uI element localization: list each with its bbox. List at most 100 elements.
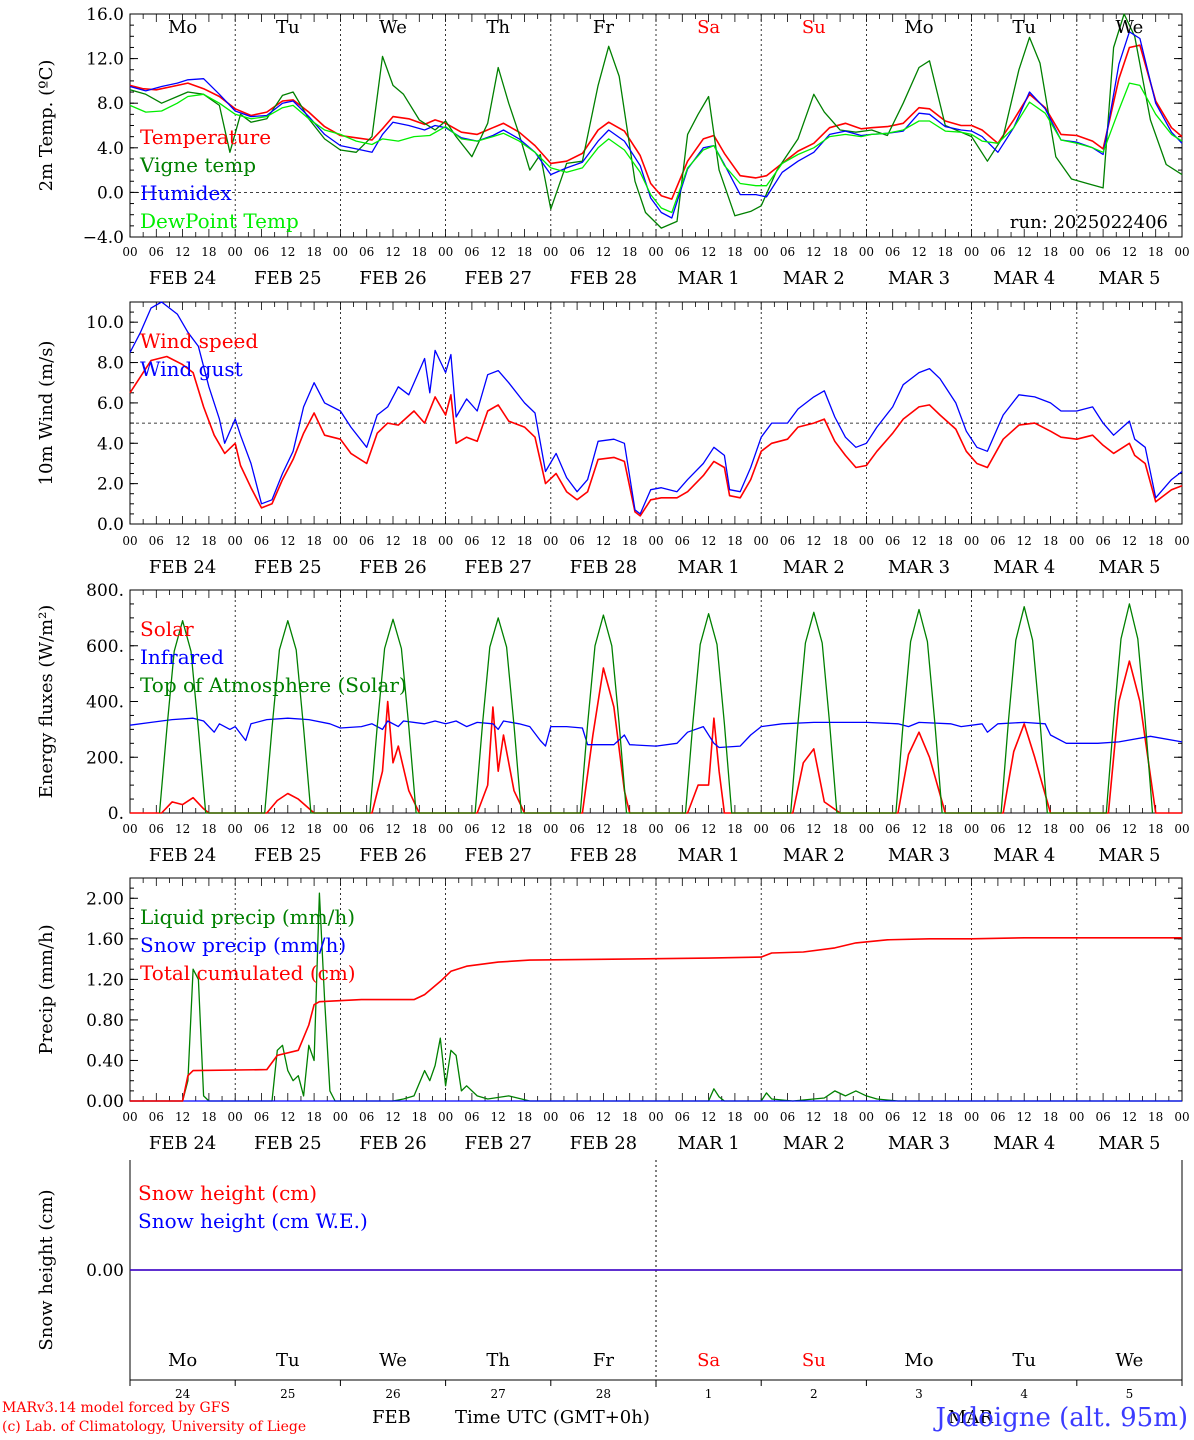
hour-tick-label: 12 bbox=[596, 822, 611, 836]
legend-entry: Top of Atmosphere (Solar) bbox=[140, 673, 407, 697]
hour-tick-label: 12 bbox=[385, 822, 400, 836]
date-number: 4 bbox=[1020, 1387, 1028, 1401]
legend-entry: Solar bbox=[140, 617, 194, 641]
day-name: Th bbox=[486, 17, 510, 38]
hour-tick-label: 12 bbox=[491, 534, 506, 548]
date-label: FEB 26 bbox=[359, 557, 426, 578]
hour-tick-label: 06 bbox=[885, 534, 900, 548]
hour-tick-label: 00 bbox=[333, 245, 348, 259]
legend-entry: Total cumulated (cm) bbox=[140, 961, 356, 985]
panel-3: 00 06 12 18 00 06 12 18 00 06 12 18 00 06 12 18 00 06 12 18… bbox=[36, 581, 1190, 866]
date-label: FEB 27 bbox=[464, 268, 531, 289]
y-tick-label: 400. bbox=[86, 693, 124, 713]
hour-tick-label: 06 bbox=[990, 534, 1005, 548]
date-label: MAR 1 bbox=[678, 845, 740, 866]
date-number: 28 bbox=[596, 1387, 611, 1401]
date-label: MAR 4 bbox=[993, 845, 1055, 866]
series-line-dewpoint-temp bbox=[129, 82, 1183, 214]
hour-tick-label: 12 bbox=[806, 1110, 821, 1124]
legend-entry: Snow height (cm W.E.) bbox=[138, 1209, 368, 1233]
hour-tick-label: 12 bbox=[596, 1110, 611, 1124]
hour-tick-label: 06 bbox=[885, 822, 900, 836]
day-name: Fr bbox=[593, 1350, 614, 1371]
date-label: MAR 3 bbox=[888, 1133, 950, 1154]
hour-tick-label: 06 bbox=[254, 822, 269, 836]
y-tick-label: 2.0 bbox=[97, 475, 124, 495]
hour-tick-label: 00 bbox=[333, 1110, 348, 1124]
time-axis-label: Time UTC (GMT+0h) bbox=[455, 1407, 650, 1428]
hour-tick-label: 18 bbox=[938, 245, 953, 259]
series-line-top-of-atmosphere-solar- bbox=[158, 603, 1154, 814]
date-label: MAR 5 bbox=[1098, 845, 1160, 866]
hour-tick-label: 06 bbox=[780, 534, 795, 548]
hour-tick-label: 00 bbox=[543, 1110, 558, 1124]
hour-tick-label: 12 bbox=[1122, 822, 1137, 836]
hour-tick-label: 00 bbox=[754, 822, 769, 836]
hour-tick-label: 00 bbox=[122, 822, 137, 836]
legend-entry: Temperature bbox=[140, 125, 271, 149]
hour-tick-label: 00 bbox=[964, 245, 979, 259]
hour-tick-label: 00 bbox=[648, 245, 663, 259]
y-tick-label: 0.00 bbox=[86, 1092, 124, 1112]
y-tick-label: 0.0 bbox=[97, 515, 124, 535]
legend-entry: Liquid precip (mm/h) bbox=[140, 905, 355, 929]
hour-tick-label: 12 bbox=[1122, 245, 1137, 259]
date-label: FEB 27 bbox=[464, 1133, 531, 1154]
hour-tick-label: 12 bbox=[1017, 1110, 1032, 1124]
hour-tick-label: 06 bbox=[569, 245, 584, 259]
date-label: FEB 25 bbox=[254, 845, 321, 866]
legend-entry: Humidex bbox=[140, 181, 232, 205]
hour-tick-label: 06 bbox=[675, 1110, 690, 1124]
month-label: FEB bbox=[372, 1407, 411, 1428]
date-label: MAR 3 bbox=[888, 268, 950, 289]
y-axis-label: 2m Temp. (ºC) bbox=[36, 60, 57, 192]
hour-tick-label: 06 bbox=[780, 1110, 795, 1124]
panel-5: 0.00 Snow height (cm) Snow height (cm) Snow… bbox=[36, 1160, 1183, 1401]
hour-tick-label: 12 bbox=[911, 1110, 926, 1124]
hour-tick-label: 00 bbox=[754, 1110, 769, 1124]
hour-tick-label: 00 bbox=[859, 534, 874, 548]
y-axis-label: Precip (mm/h) bbox=[36, 924, 57, 1054]
day-name: Tu bbox=[276, 1350, 300, 1371]
hour-tick-label: 06 bbox=[1095, 822, 1110, 836]
date-label: FEB 27 bbox=[464, 845, 531, 866]
hour-tick-label: 18 bbox=[201, 245, 216, 259]
hour-tick-label: 00 bbox=[1069, 245, 1084, 259]
legend-entry: Vigne temp bbox=[139, 153, 256, 177]
day-name: Mo bbox=[904, 17, 933, 38]
hour-tick-label: 18 bbox=[727, 245, 742, 259]
date-label: MAR 3 bbox=[888, 557, 950, 578]
hour-tick-label: 00 bbox=[1069, 534, 1084, 548]
hour-tick-label: 00 bbox=[1174, 822, 1189, 836]
hour-tick-label: 12 bbox=[385, 534, 400, 548]
hour-tick-label: 18 bbox=[727, 534, 742, 548]
hour-tick-label: 18 bbox=[1148, 822, 1163, 836]
hour-tick-label: 18 bbox=[517, 822, 532, 836]
hour-tick-label: 00 bbox=[964, 822, 979, 836]
date-label: FEB 28 bbox=[570, 845, 637, 866]
hour-tick-label: 06 bbox=[675, 245, 690, 259]
hour-tick-label: 00 bbox=[964, 1110, 979, 1124]
hour-tick-label: 12 bbox=[911, 822, 926, 836]
hour-tick-label: 06 bbox=[149, 534, 164, 548]
hour-tick-label: 06 bbox=[359, 1110, 374, 1124]
hour-tick-label: 18 bbox=[727, 1110, 742, 1124]
date-label: FEB 25 bbox=[254, 268, 321, 289]
date-label: FEB 26 bbox=[359, 845, 426, 866]
legend-entry: Infrared bbox=[140, 645, 224, 669]
date-label: FEB 24 bbox=[149, 268, 216, 289]
day-name: Sa bbox=[697, 17, 720, 38]
hour-tick-label: 00 bbox=[648, 534, 663, 548]
day-name: Mo bbox=[168, 17, 197, 38]
hour-tick-label: 12 bbox=[1122, 534, 1137, 548]
hour-tick-label: 18 bbox=[201, 1110, 216, 1124]
hour-tick-label: 00 bbox=[1069, 1110, 1084, 1124]
hour-tick-label: 06 bbox=[464, 534, 479, 548]
date-label: FEB 24 bbox=[149, 557, 216, 578]
y-tick-label: 10.0 bbox=[86, 313, 124, 333]
hour-tick-label: 18 bbox=[517, 1110, 532, 1124]
y-tick-label: 600. bbox=[86, 637, 124, 657]
hour-tick-label: 06 bbox=[149, 1110, 164, 1124]
date-label: MAR 5 bbox=[1098, 268, 1160, 289]
hour-tick-label: 00 bbox=[333, 534, 348, 548]
